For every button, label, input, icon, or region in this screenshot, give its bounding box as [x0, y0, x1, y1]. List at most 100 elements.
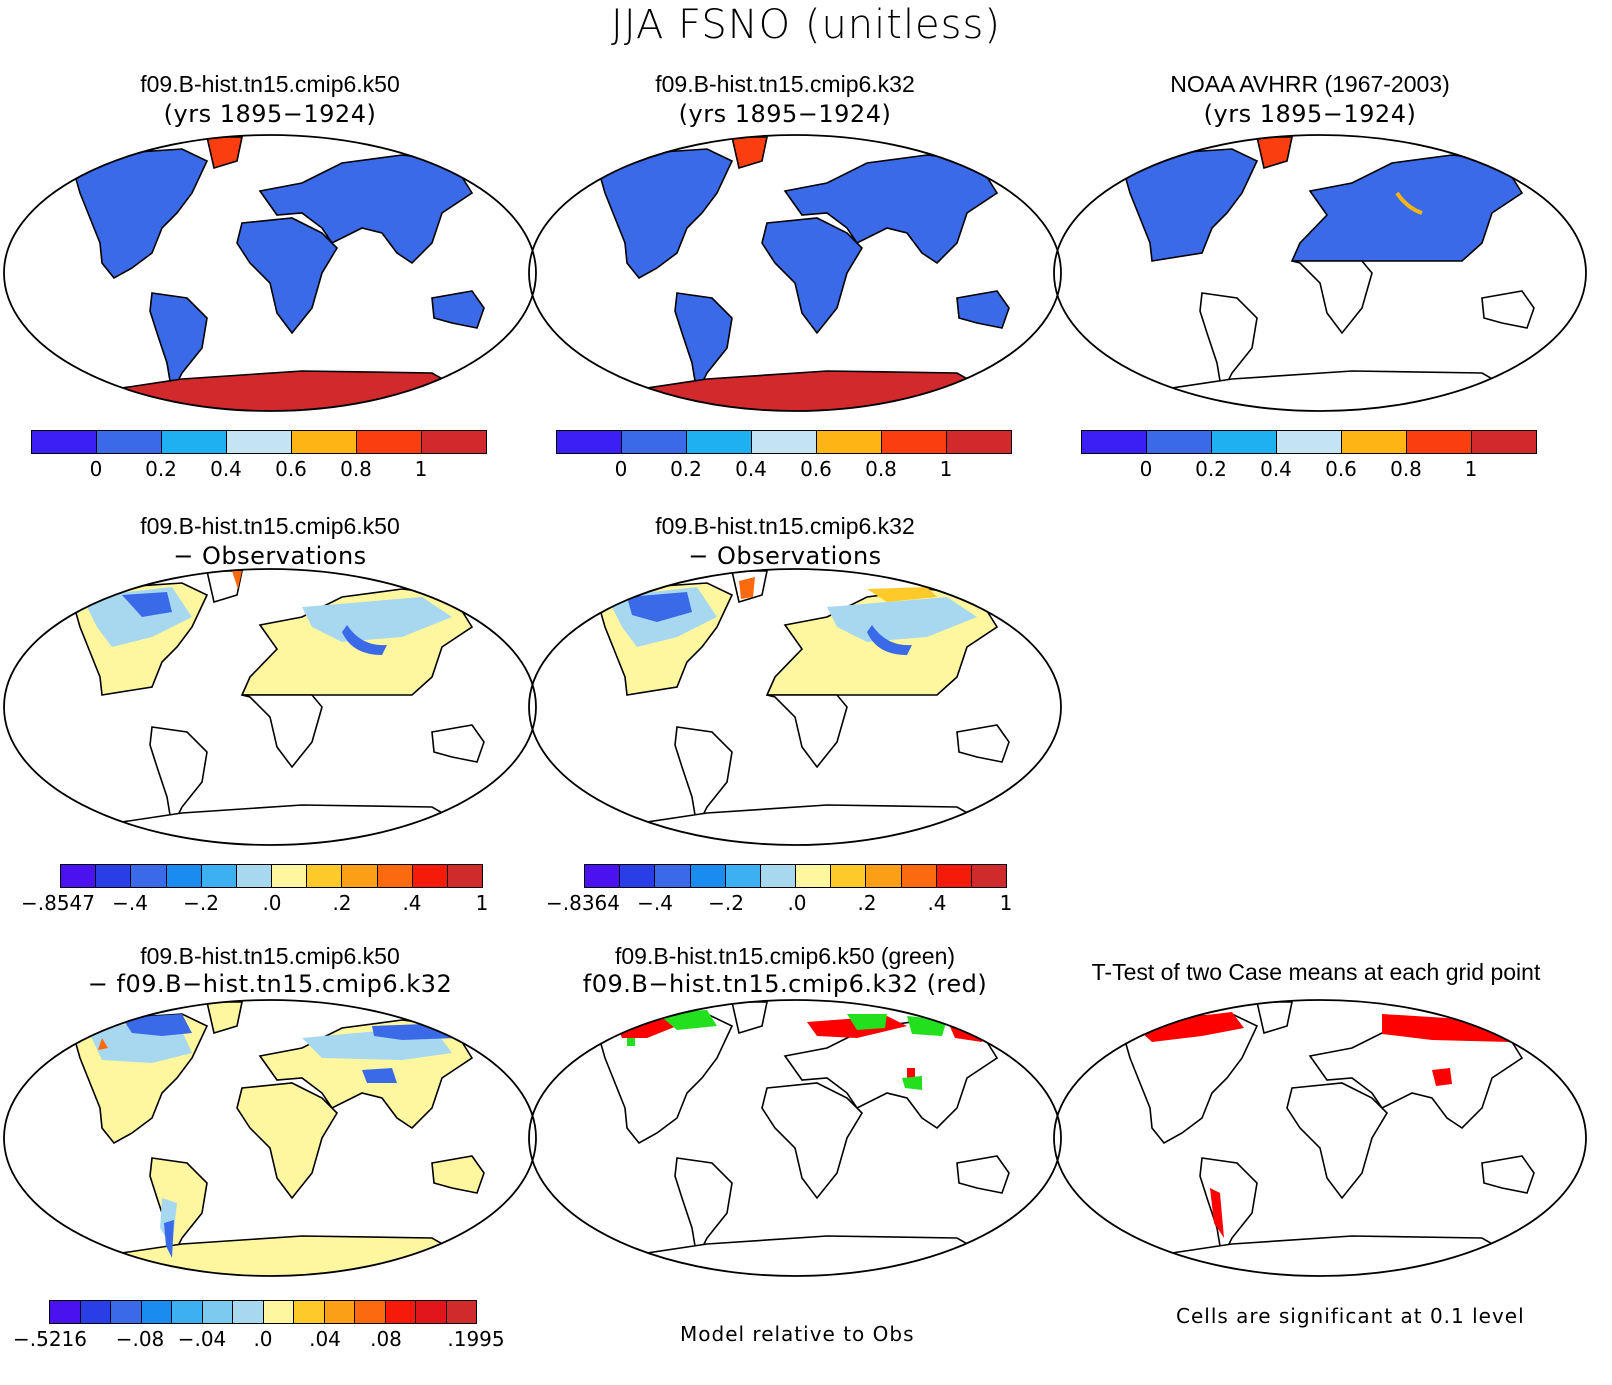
panel-1-subtitle: (yrs 1895−1924)	[163, 100, 377, 128]
colorbar-swatch	[227, 431, 292, 453]
colorbar-6-tick: .0	[253, 1327, 273, 1351]
colorbar-3	[1081, 430, 1537, 454]
colorbar-swatch	[141, 1301, 172, 1323]
colorbar-swatch	[690, 865, 726, 887]
colorbar-swatch	[131, 865, 167, 887]
figure-title: JJA FSNO (unitless)	[611, 2, 1001, 48]
colorbar-swatch	[796, 865, 832, 887]
colorbar-4-tick: −.8547	[20, 891, 96, 915]
panel-6-subtitle: − f09.B−hist.tn15.cmip6.k32	[87, 970, 453, 998]
colorbar-5-tick: −.2	[708, 891, 744, 915]
colorbar-swatch	[412, 865, 448, 887]
footer-right-note: Cells are significant at 0.1 level	[1176, 1304, 1525, 1328]
panel-6-title: f09.B-hist.tn15.cmip6.k50	[140, 943, 400, 969]
colorbar-swatch	[1407, 431, 1472, 453]
panel-8-title: T-Test of two Case means at each grid po…	[1091, 959, 1541, 985]
colorbar-3-tick: 0	[1139, 457, 1153, 481]
panel-1-map	[3, 134, 537, 412]
colorbar-swatch	[355, 1301, 386, 1323]
panel-8-map	[1053, 999, 1587, 1277]
colorbar-swatch	[901, 865, 937, 887]
colorbar-6-tick: −.08	[115, 1327, 165, 1351]
colorbar-swatch	[752, 431, 817, 453]
colorbar-swatch	[96, 865, 132, 887]
colorbar-swatch	[61, 865, 97, 887]
colorbar-swatch	[307, 865, 343, 887]
panel-4-map	[3, 568, 537, 846]
colorbar-swatch	[263, 1301, 294, 1323]
colorbar-2	[556, 430, 1012, 454]
colorbar-swatch	[446, 1301, 476, 1323]
colorbar-swatch	[655, 865, 691, 887]
colorbar-2-tick: 0.8	[865, 457, 897, 481]
colorbar-swatch	[557, 431, 622, 453]
panel-7-subtitle: f09.B−hist.tn15.cmip6.k32 (red)	[582, 970, 988, 998]
colorbar-swatch	[357, 431, 422, 453]
colorbar-swatch	[622, 431, 687, 453]
colorbar-2-tick: 0.2	[670, 457, 702, 481]
colorbar-swatch	[201, 865, 237, 887]
colorbar-6-tick: .08	[370, 1327, 402, 1351]
colorbar-swatch	[236, 865, 273, 887]
colorbar-swatch	[971, 865, 1007, 887]
colorbar-swatch	[1212, 431, 1277, 453]
colorbar-swatch	[385, 1301, 416, 1323]
colorbar-6-tick: −.5216	[12, 1327, 88, 1351]
colorbar-6-tick: −.04	[177, 1327, 227, 1351]
colorbar-swatch	[585, 865, 621, 887]
colorbar-3-tick: 1	[1464, 457, 1478, 481]
colorbar-4-tick: −.4	[112, 891, 148, 915]
panel-3-title: NOAA AVHRR (1967-2003)	[1170, 71, 1450, 97]
colorbar-swatch	[1147, 431, 1212, 453]
colorbar-swatch	[422, 431, 486, 453]
colorbar-1-tick: 0.4	[210, 457, 242, 481]
panel-1-title: f09.B-hist.tn15.cmip6.k50	[140, 71, 400, 97]
colorbar-swatch	[172, 1301, 203, 1323]
colorbar-swatch	[342, 865, 378, 887]
panel-3-map	[1053, 134, 1587, 412]
colorbar-1-tick: 0	[89, 457, 103, 481]
panel-7-map	[528, 999, 1062, 1277]
colorbar-swatch	[294, 1301, 325, 1323]
colorbar-4-tick: .2	[332, 891, 352, 915]
colorbar-3-tick: 0.8	[1390, 457, 1422, 481]
colorbar-5-tick: .0	[787, 891, 807, 915]
colorbar-swatch	[936, 865, 972, 887]
colorbar-2-tick: 1	[939, 457, 953, 481]
colorbar-1	[31, 430, 487, 454]
colorbar-3-tick: 0.4	[1260, 457, 1292, 481]
colorbar-swatch	[1082, 431, 1147, 453]
colorbar-swatch	[377, 865, 413, 887]
colorbar-4-tick: .0	[262, 891, 282, 915]
colorbar-5-tick: .4	[927, 891, 947, 915]
colorbar-5-tick: −.4	[637, 891, 673, 915]
colorbar-6	[49, 1300, 477, 1324]
colorbar-5-tick: −.8364	[545, 891, 621, 915]
colorbar-1-tick: 0.6	[275, 457, 307, 481]
colorbar-swatch	[725, 865, 761, 887]
panel-5-title: f09.B-hist.tn15.cmip6.k32	[655, 513, 915, 539]
colorbar-swatch	[817, 431, 882, 453]
colorbar-swatch	[866, 865, 902, 887]
colorbar-3-tick: 0.6	[1325, 457, 1357, 481]
colorbar-5-tick: 1	[999, 891, 1013, 915]
colorbar-1-tick: 1	[414, 457, 428, 481]
footer-middle-note: Model relative to Obs	[680, 1322, 915, 1346]
colorbar-swatch	[1472, 431, 1536, 453]
panel-3-subtitle: (yrs 1895−1924)	[1203, 100, 1417, 128]
panel-2-subtitle: (yrs 1895−1924)	[678, 100, 892, 128]
colorbar-swatch	[32, 431, 97, 453]
colorbar-swatch	[620, 865, 656, 887]
panel-2-map	[528, 134, 1062, 412]
colorbar-swatch	[831, 865, 867, 887]
colorbar-swatch	[324, 1301, 355, 1323]
colorbar-4	[60, 864, 483, 888]
colorbar-swatch	[292, 431, 357, 453]
colorbar-swatch	[882, 431, 947, 453]
colorbar-swatch	[233, 1301, 264, 1323]
colorbar-swatch	[272, 865, 308, 887]
colorbar-5-tick: .2	[857, 891, 877, 915]
panel-2-title: f09.B-hist.tn15.cmip6.k32	[655, 71, 915, 97]
colorbar-2-tick: 0.6	[800, 457, 832, 481]
colorbar-2-tick: 0	[614, 457, 628, 481]
